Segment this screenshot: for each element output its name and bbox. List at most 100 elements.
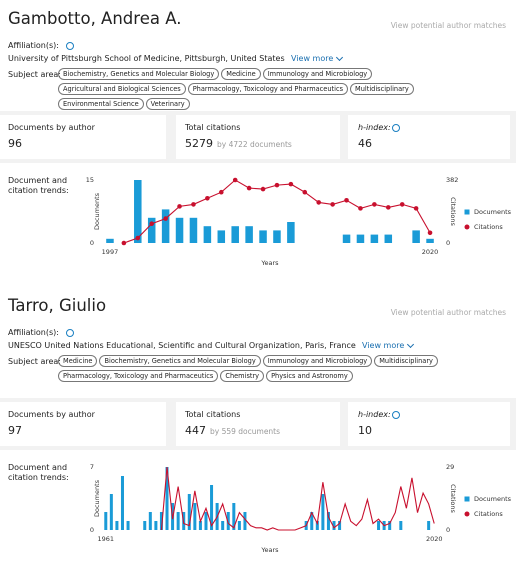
document-bar xyxy=(109,494,113,530)
potential-matches-link[interactable]: View potential author matches xyxy=(390,308,506,317)
metric-card xyxy=(348,402,510,446)
citations-count[interactable]: 447 xyxy=(185,424,206,437)
trends-label: Document and citation trends: xyxy=(8,176,69,195)
metric-card xyxy=(0,402,166,446)
author-name[interactable]: Tarro, Giulio xyxy=(8,296,107,315)
subject-tag[interactable]: Multidisciplinary xyxy=(374,355,438,367)
citation-line xyxy=(160,466,435,531)
citation-point xyxy=(358,206,363,211)
citations-documents: by 4722 documents xyxy=(217,140,292,149)
y2-tick-label: 0 xyxy=(446,239,450,247)
trend-chart: 0 7 0 29 1961 2020 Years Documents Citations Docu… xyxy=(90,463,512,554)
y2-tick-label: 382 xyxy=(446,176,458,184)
subject-tag[interactable]: Medicine xyxy=(58,355,98,367)
citation-point xyxy=(260,186,266,192)
view-more-link[interactable]: View more xyxy=(291,54,334,63)
subject-tag[interactable]: Multidisciplinary xyxy=(350,83,414,95)
document-bar xyxy=(217,230,226,243)
citations-label: Total citations xyxy=(185,123,241,132)
x-tick-label: 2020 xyxy=(426,535,443,543)
document-bar xyxy=(148,512,152,530)
documents-count[interactable]: 97 xyxy=(8,424,22,437)
subject-tag[interactable]: Immunology and Microbiology xyxy=(262,355,373,367)
info-icon[interactable] xyxy=(392,124,400,132)
document-bar xyxy=(115,521,119,530)
document-bar xyxy=(161,209,170,243)
subject-tags: Medicine Biochemistry, Genetics and Molec… xyxy=(58,355,468,382)
author-profile: Tarro, Giulio View potential author match… xyxy=(0,287,516,572)
citation-point xyxy=(413,206,419,211)
legend-label: Documents xyxy=(474,495,512,503)
document-bar xyxy=(399,521,403,530)
h-index-value: 46 xyxy=(358,137,372,150)
subject-tag[interactable]: Environmental Science xyxy=(58,98,144,110)
documents-label: Documents by author xyxy=(8,410,95,419)
subject-tag[interactable]: Biochemistry, Genetics and Molecular Bio… xyxy=(58,68,220,80)
citation-point xyxy=(232,177,238,183)
document-bar xyxy=(370,234,379,243)
h-index-label: h-index: xyxy=(358,123,391,132)
potential-matches-link[interactable]: View potential author matches xyxy=(390,21,506,30)
citation-point xyxy=(427,230,433,236)
document-bar xyxy=(342,234,351,243)
subject-label: Subject area: xyxy=(8,70,61,79)
legend-label: Citations xyxy=(474,510,503,518)
document-bar xyxy=(187,494,191,530)
info-icon[interactable] xyxy=(392,411,400,419)
subject-tag[interactable]: Pharmacology, Toxicology and Pharmaceuti… xyxy=(187,83,349,95)
subject-tag[interactable]: Chemistry xyxy=(220,370,265,382)
subject-tag[interactable]: Biochemistry, Genetics and Molecular Bio… xyxy=(99,355,261,367)
subject-tag[interactable]: Pharmacology, Toxicology and Pharmaceuti… xyxy=(58,370,219,382)
legend-marker xyxy=(464,496,470,502)
document-bar xyxy=(232,503,236,530)
document-bar xyxy=(120,476,124,530)
citation-point xyxy=(191,202,196,207)
document-bar xyxy=(106,238,114,243)
x-tick-label: 2020 xyxy=(422,248,439,256)
documents-count[interactable]: 96 xyxy=(8,137,22,150)
document-bar xyxy=(134,180,142,243)
h-index-label: h-index: xyxy=(358,410,391,419)
subject-tag[interactable]: Veterinary xyxy=(145,98,190,110)
document-bar xyxy=(193,503,197,530)
y-axis-label: Documents xyxy=(93,479,101,517)
document-bar xyxy=(226,512,230,530)
chevron xyxy=(335,53,344,62)
document-bar xyxy=(243,512,247,530)
y-tick-label: 0 xyxy=(90,526,94,534)
document-bar xyxy=(237,521,241,530)
document-bar xyxy=(210,485,214,530)
subject-tag[interactable]: Medicine xyxy=(221,68,261,80)
metric-card xyxy=(176,115,340,159)
citation-point xyxy=(218,189,224,195)
x-tick-label: 1997 xyxy=(102,248,119,256)
info-icon[interactable] xyxy=(66,42,74,50)
affiliation: University of Pittsburgh School of Medic… xyxy=(8,54,285,63)
document-bar xyxy=(287,222,295,243)
document-bar xyxy=(176,512,180,530)
document-bar xyxy=(165,467,169,530)
document-bar xyxy=(426,238,434,243)
subject-tag[interactable]: Agricultural and Biological Sciences xyxy=(58,83,186,95)
subject-tag[interactable]: Immunology and Microbiology xyxy=(262,68,373,80)
view-more-link[interactable]: View more xyxy=(362,341,405,350)
y2-tick-label: 0 xyxy=(446,526,450,534)
trend-chart: 0 15 0 382 1997 2020 Years Documents Citations Do… xyxy=(86,176,512,267)
subject-tags: Biochemistry, Genetics and Molecular Bio… xyxy=(58,68,468,110)
chevron xyxy=(406,340,415,349)
y-axis-label: Documents xyxy=(93,192,101,230)
info-icon[interactable] xyxy=(66,329,74,337)
document-bar xyxy=(175,217,184,243)
document-bar xyxy=(204,512,208,530)
citation-point xyxy=(302,189,308,195)
document-bar xyxy=(154,521,158,530)
y-tick-label: 7 xyxy=(90,463,94,471)
affiliation-label: Affiliation(s): xyxy=(8,41,59,50)
author-name[interactable]: Gambotto, Andrea A. xyxy=(8,9,182,28)
citation-point xyxy=(121,240,127,246)
citation-point xyxy=(205,196,210,201)
legend-marker xyxy=(464,209,470,215)
subject-tag[interactable]: Physics and Astronomy xyxy=(266,370,353,382)
citations-count[interactable]: 5279 xyxy=(185,137,213,150)
